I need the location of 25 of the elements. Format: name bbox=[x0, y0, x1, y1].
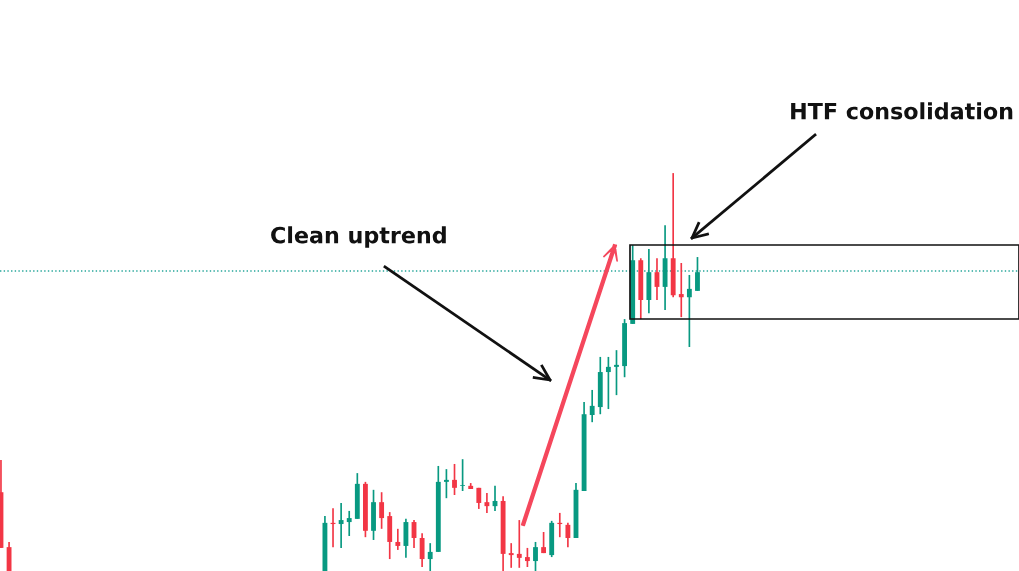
candlestick bbox=[6, 541, 12, 571]
candlestick bbox=[419, 532, 425, 568]
candlestick bbox=[427, 542, 433, 571]
candlestick bbox=[403, 518, 409, 559]
candlestick bbox=[443, 468, 449, 500]
candlestick bbox=[678, 262, 684, 318]
candlestick bbox=[524, 547, 530, 568]
annotation: Clean uptrend bbox=[271, 226, 446, 248]
candlestick bbox=[695, 256, 700, 292]
candlestick bbox=[338, 502, 344, 549]
candlestick bbox=[516, 519, 522, 569]
candlestick bbox=[533, 541, 538, 571]
candlestick bbox=[508, 542, 514, 569]
text: HTF consolidation bbox=[791, 102, 1013, 120]
candlestick bbox=[460, 458, 466, 492]
candlestick bbox=[346, 510, 352, 537]
candlestick bbox=[379, 491, 385, 530]
candlestick bbox=[565, 522, 571, 548]
candlestick bbox=[589, 389, 595, 424]
candlestick bbox=[395, 527, 401, 551]
candlestick bbox=[614, 349, 619, 396]
candlestick bbox=[484, 492, 490, 514]
candlestick bbox=[452, 463, 457, 496]
candlestick bbox=[605, 356, 611, 410]
candlestick bbox=[686, 274, 692, 348]
